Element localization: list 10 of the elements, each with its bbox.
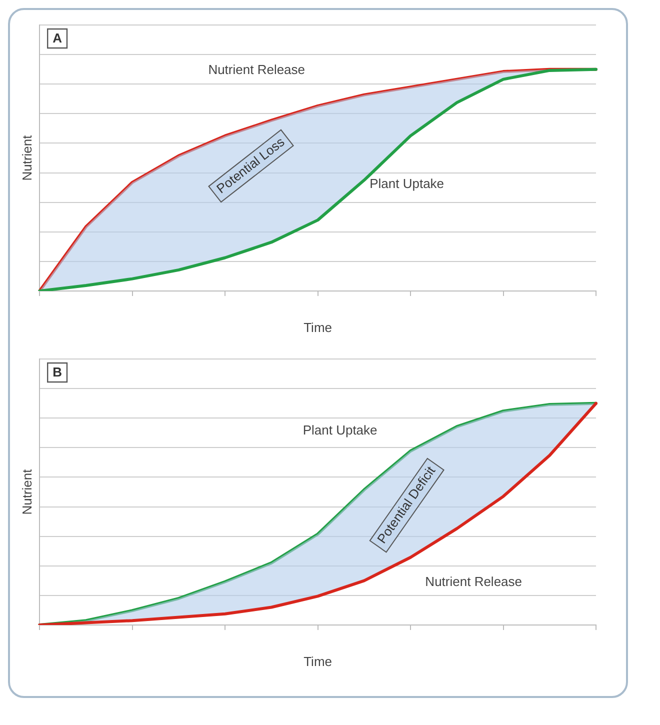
- text: Plant Uptake: [302, 422, 378, 438]
- y-axis-title: Nutrient: [19, 134, 34, 181]
- chart-title: B: [52, 364, 62, 380]
- series-label: Plant Uptake: [370, 176, 444, 192]
- series-label: Nutrient Release: [425, 574, 522, 590]
- x-axis-title: Time: [304, 320, 332, 335]
- y-axis-title: Nutrient: [19, 468, 34, 515]
- chart-title: A: [52, 30, 63, 46]
- text: Nutrient Release: [208, 62, 306, 77]
- x-axis-title: Time: [304, 654, 332, 669]
